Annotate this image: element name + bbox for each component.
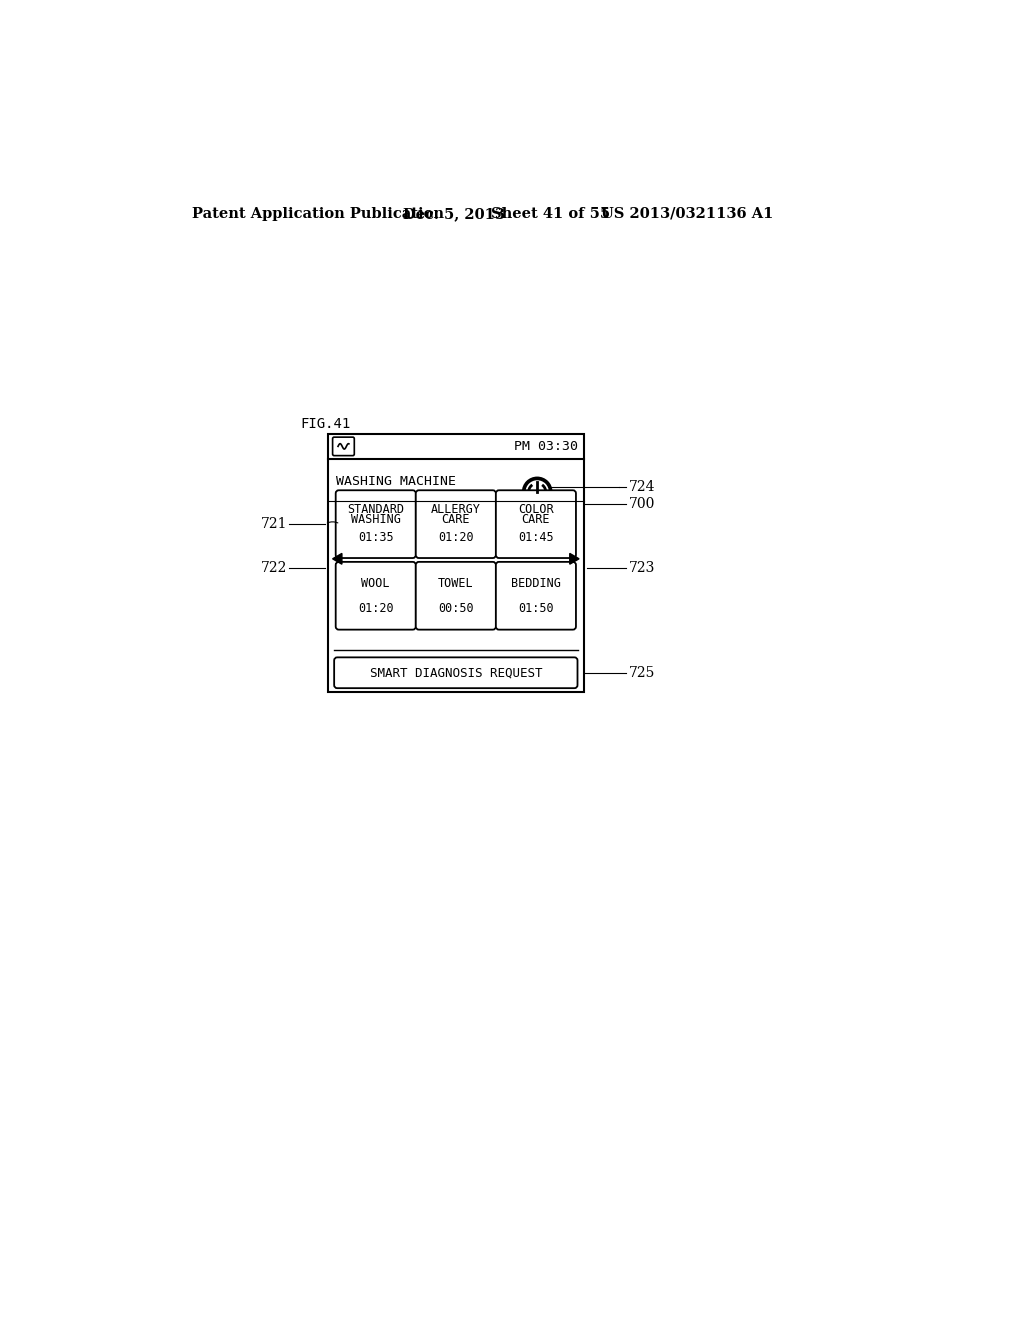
Text: 725: 725 [629, 665, 655, 680]
Text: PM 03:30: PM 03:30 [513, 440, 578, 453]
Text: COLOR: COLOR [518, 503, 554, 516]
Text: 01:20: 01:20 [358, 602, 393, 615]
FancyBboxPatch shape [416, 490, 496, 558]
Circle shape [525, 480, 549, 503]
Text: ALLERGY: ALLERGY [431, 503, 480, 516]
Text: FIG.41: FIG.41 [300, 417, 350, 432]
FancyBboxPatch shape [336, 562, 416, 630]
Text: 01:20: 01:20 [438, 531, 474, 544]
FancyBboxPatch shape [334, 657, 578, 688]
Text: TOWEL: TOWEL [438, 577, 474, 590]
Text: 01:50: 01:50 [518, 602, 554, 615]
Polygon shape [333, 553, 342, 564]
Text: Sheet 41 of 55: Sheet 41 of 55 [490, 207, 610, 220]
Text: WOOL: WOOL [361, 577, 390, 590]
FancyBboxPatch shape [336, 490, 416, 558]
Text: 01:35: 01:35 [358, 531, 393, 544]
Text: 700: 700 [629, 498, 655, 511]
Polygon shape [569, 553, 579, 564]
Text: 01:45: 01:45 [518, 531, 554, 544]
Circle shape [523, 478, 551, 506]
Text: STANDARD: STANDARD [347, 503, 404, 516]
FancyBboxPatch shape [496, 562, 575, 630]
Text: 723: 723 [629, 561, 655, 576]
FancyBboxPatch shape [416, 562, 496, 630]
Text: SMART DIAGNOSIS REQUEST: SMART DIAGNOSIS REQUEST [370, 667, 542, 680]
Text: WASHING: WASHING [351, 512, 400, 525]
Text: 722: 722 [260, 561, 287, 576]
Text: BEDDING: BEDDING [511, 577, 561, 590]
Text: WASHING MACHINE: WASHING MACHINE [336, 474, 456, 487]
Text: CARE: CARE [521, 512, 550, 525]
FancyBboxPatch shape [333, 437, 354, 455]
Text: 00:50: 00:50 [438, 602, 474, 615]
FancyBboxPatch shape [328, 434, 584, 692]
Text: 724: 724 [629, 480, 655, 494]
Text: US 2013/0321136 A1: US 2013/0321136 A1 [601, 207, 773, 220]
Text: 721: 721 [260, 517, 287, 531]
Text: Patent Application Publication: Patent Application Publication [191, 207, 443, 220]
Text: Dec. 5, 2013: Dec. 5, 2013 [403, 207, 505, 220]
FancyBboxPatch shape [496, 490, 575, 558]
Text: CARE: CARE [441, 512, 470, 525]
